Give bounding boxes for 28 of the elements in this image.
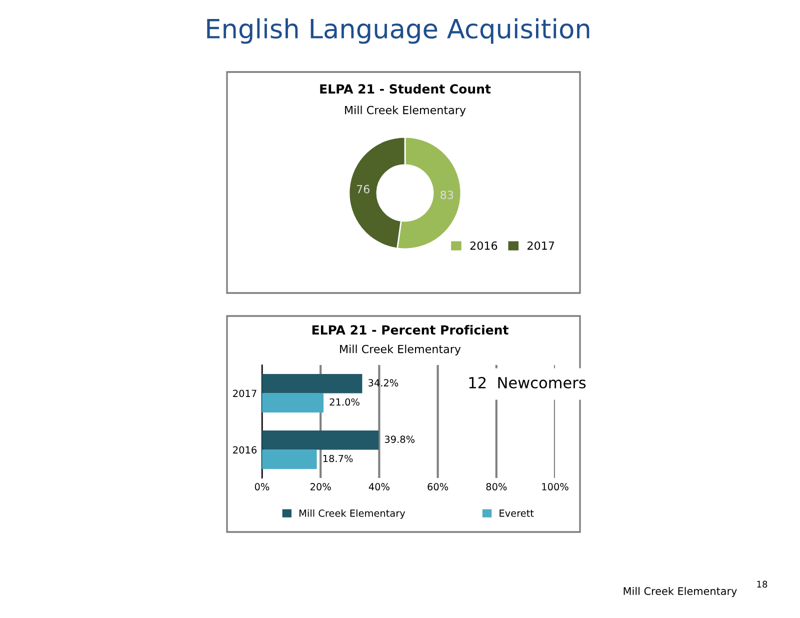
chart-title: ELPA 21 - Student Count (320, 84, 491, 94)
bar (262, 374, 362, 394)
chart-title: ELPA 21 - Percent Proficient (312, 324, 508, 335)
data-label: 18.7% (323, 454, 353, 462)
data-label: 34.2% (368, 379, 398, 386)
x-tick-label: 40% (368, 483, 390, 490)
legend-label: Everett (500, 510, 534, 517)
x-tick-label: 80% (486, 483, 507, 490)
data-label: 21.0% (330, 398, 360, 406)
data-label: 76 (356, 184, 370, 194)
chart-subtitle: Mill Creek Elementary (340, 344, 461, 356)
data-label: 83 (440, 190, 454, 200)
x-tick-label: 60% (428, 483, 448, 490)
bar (262, 450, 317, 469)
text: English Language Acquisition (207, 18, 590, 44)
legend-label: 2016 (470, 241, 498, 250)
chart-subtitle: Mill Creek Elementary (345, 106, 466, 116)
data-label: 39.8% (384, 436, 415, 443)
text: 18 (757, 580, 768, 588)
text: Mill Creek Elementary (624, 586, 737, 598)
legend-label: 2017 (528, 241, 554, 250)
annotation: 12 Newcomers (469, 376, 586, 388)
x-tick-label: 0% (254, 483, 270, 490)
legend-label: Mill Creek Elementary (300, 509, 406, 519)
bar (262, 393, 324, 412)
bar (262, 430, 379, 450)
x-tick-label: 20% (310, 483, 331, 490)
x-tick-label: 100% (542, 483, 568, 490)
